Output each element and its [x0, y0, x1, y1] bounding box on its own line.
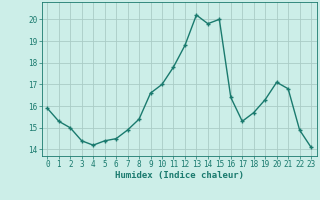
X-axis label: Humidex (Indice chaleur): Humidex (Indice chaleur) [115, 171, 244, 180]
